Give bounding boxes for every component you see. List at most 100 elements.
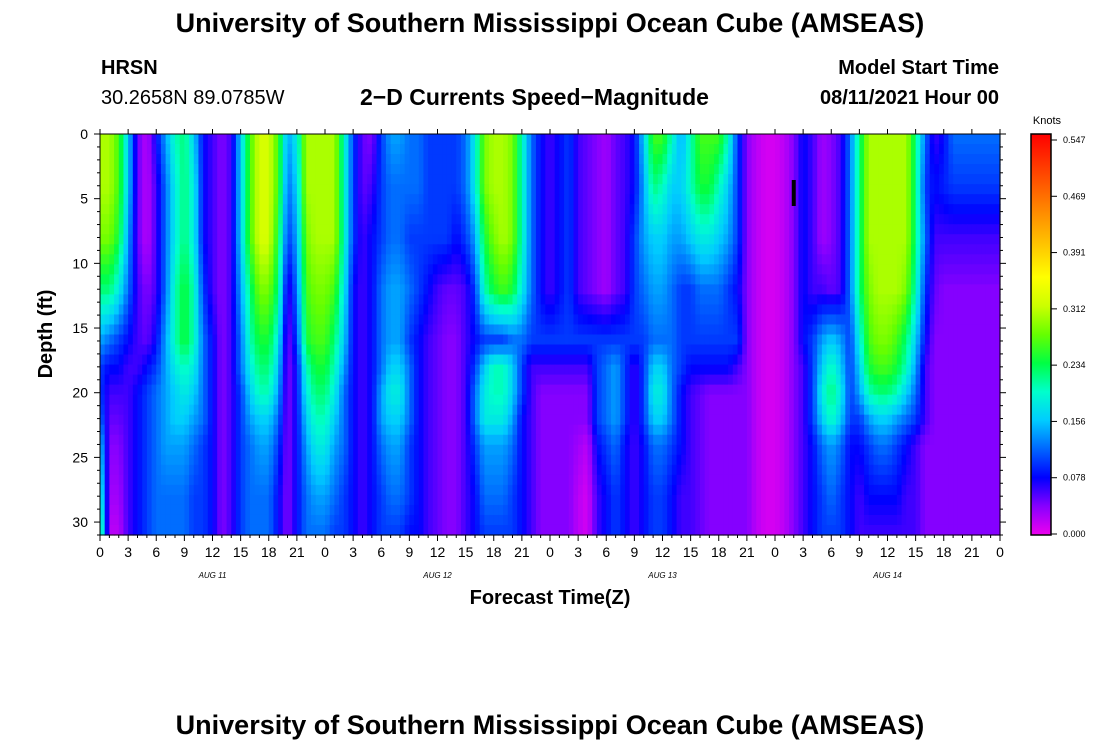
heatmap-cell bbox=[639, 274, 645, 285]
heatmap-cell bbox=[728, 234, 734, 245]
heatmap-cell bbox=[343, 274, 350, 285]
heatmap-cell bbox=[967, 294, 973, 306]
heatmap-cell bbox=[850, 304, 856, 316]
heatmap-cell bbox=[789, 344, 795, 356]
heatmap-cell bbox=[550, 384, 556, 396]
heatmap-cell bbox=[104, 384, 110, 396]
heatmap-cell bbox=[573, 204, 579, 215]
heatmap-cell bbox=[634, 214, 640, 225]
heatmap-cell bbox=[231, 264, 237, 275]
heatmap-cell bbox=[826, 164, 832, 175]
heatmap-cell bbox=[489, 264, 495, 275]
heatmap-cell bbox=[231, 324, 237, 336]
heatmap-cell bbox=[128, 264, 134, 275]
heatmap-cell bbox=[835, 274, 842, 285]
heatmap-cell bbox=[165, 324, 171, 336]
heatmap-cell bbox=[175, 314, 181, 326]
heatmap-cell bbox=[737, 234, 743, 245]
heatmap-cell bbox=[385, 184, 392, 195]
heatmap-cell bbox=[990, 194, 996, 205]
heatmap-cell bbox=[329, 234, 335, 245]
heatmap-cell bbox=[892, 254, 898, 265]
heatmap-cell bbox=[521, 344, 528, 356]
heatmap-cell bbox=[775, 234, 781, 245]
heatmap-cell bbox=[456, 364, 462, 376]
heatmap-cell bbox=[475, 334, 481, 346]
heatmap-cell bbox=[732, 254, 739, 265]
heatmap-cell bbox=[306, 244, 312, 255]
heatmap-cell bbox=[512, 144, 518, 155]
heatmap-cell bbox=[418, 264, 425, 275]
heatmap-cell bbox=[104, 164, 110, 175]
heatmap-cell bbox=[489, 374, 495, 386]
heatmap-cell bbox=[507, 224, 514, 235]
heatmap-cell bbox=[906, 344, 912, 356]
heatmap-cell bbox=[793, 334, 800, 346]
heatmap-cell bbox=[610, 354, 617, 366]
heatmap-cell bbox=[835, 144, 842, 155]
heatmap-cell bbox=[156, 134, 162, 145]
heatmap-cell bbox=[596, 274, 603, 285]
heatmap-cell bbox=[231, 134, 237, 145]
heatmap-cell bbox=[479, 234, 485, 245]
heatmap-cell bbox=[765, 364, 771, 376]
heatmap-cell bbox=[409, 204, 415, 215]
heatmap-cell bbox=[484, 214, 490, 225]
heatmap-cell bbox=[507, 184, 514, 195]
heatmap-cell bbox=[268, 204, 275, 215]
heatmap-cell bbox=[381, 204, 387, 215]
heatmap-cell bbox=[554, 234, 560, 245]
heatmap-cell bbox=[268, 234, 275, 245]
heatmap-cell bbox=[334, 344, 340, 356]
heatmap-cell bbox=[217, 244, 223, 255]
heatmap-cell bbox=[507, 314, 514, 326]
heatmap-cell bbox=[817, 284, 823, 296]
heatmap-cell bbox=[315, 194, 321, 205]
heatmap-cell bbox=[390, 254, 396, 265]
heatmap-cell bbox=[723, 294, 729, 306]
heatmap-cell bbox=[732, 334, 739, 346]
heatmap-cell bbox=[976, 164, 982, 175]
heatmap-cell bbox=[596, 264, 603, 275]
heatmap-cell bbox=[348, 204, 354, 215]
heatmap-cell bbox=[118, 144, 125, 155]
heatmap-cell bbox=[376, 384, 382, 396]
heatmap-cell bbox=[671, 304, 678, 316]
heatmap-cell bbox=[179, 244, 185, 255]
heatmap-cell bbox=[498, 134, 504, 145]
heatmap-cell bbox=[882, 154, 889, 165]
heatmap-cell bbox=[915, 274, 921, 285]
heatmap-cell bbox=[395, 274, 401, 285]
heatmap-cell bbox=[578, 264, 584, 275]
heatmap-cell bbox=[901, 264, 907, 275]
heatmap-cell bbox=[362, 224, 368, 235]
heatmap-cell bbox=[850, 384, 856, 396]
heatmap-cell bbox=[310, 134, 317, 145]
heatmap-cell bbox=[292, 374, 298, 386]
heatmap-cell bbox=[479, 324, 485, 336]
heatmap-cell bbox=[339, 284, 345, 296]
heatmap-cell bbox=[123, 194, 129, 205]
heatmap-cell bbox=[217, 204, 223, 215]
heatmap-cell bbox=[531, 234, 537, 245]
heatmap-cell bbox=[221, 384, 228, 396]
heatmap-cell bbox=[625, 254, 631, 265]
heatmap-cell bbox=[381, 194, 387, 205]
heatmap-cell bbox=[545, 164, 551, 175]
heatmap-cell bbox=[957, 324, 964, 336]
heatmap-cell bbox=[451, 264, 457, 275]
heatmap-cell bbox=[278, 354, 284, 366]
heatmap-cell bbox=[835, 344, 842, 356]
heatmap-cell bbox=[460, 384, 467, 396]
heatmap-cell bbox=[203, 144, 209, 155]
heatmap-cell bbox=[685, 284, 692, 296]
heatmap-cell bbox=[456, 284, 462, 296]
heatmap-cell bbox=[343, 254, 350, 265]
heatmap-cell bbox=[259, 364, 265, 376]
heatmap-cell bbox=[371, 304, 378, 316]
heatmap-cell bbox=[901, 164, 907, 175]
heatmap-cell bbox=[264, 304, 270, 316]
heatmap-cell bbox=[235, 194, 242, 205]
heatmap-cell bbox=[634, 174, 640, 185]
heatmap-cell bbox=[437, 364, 443, 376]
